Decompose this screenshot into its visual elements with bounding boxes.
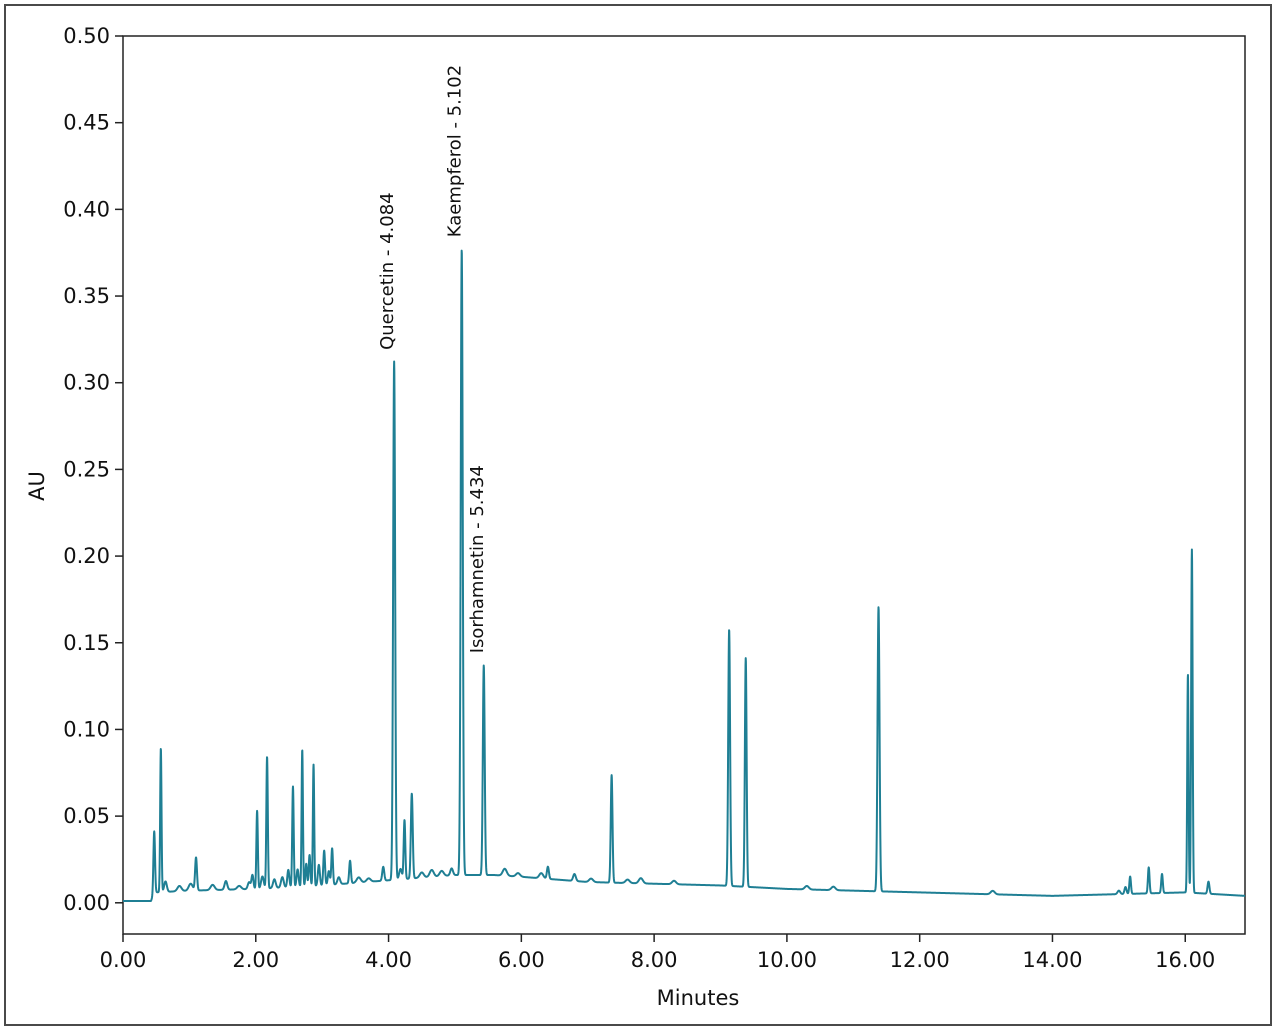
x-tick-label: 8.00: [631, 948, 678, 972]
y-tick-label: 0.40: [63, 197, 110, 221]
y-tick-label: 0.45: [63, 111, 110, 135]
x-tick-label: 2.00: [232, 948, 279, 972]
x-tick-label: 14.00: [1022, 948, 1082, 972]
x-tick-label: 10.00: [757, 948, 817, 972]
y-tick-label: 0.50: [63, 24, 110, 48]
x-tick-label: 6.00: [498, 948, 545, 972]
y-tick-label: 0.25: [63, 457, 110, 481]
peak-label: Isorhamnetin - 5.434: [467, 465, 488, 653]
y-tick-label: 0.00: [63, 891, 110, 915]
chromatogram-trace: [122, 249, 1246, 903]
y-tick-label: 0.30: [63, 371, 110, 395]
y-tick-label: 0.10: [63, 717, 110, 741]
peak-annotations: Quercetin - 4.084 Kaempferol - 5.102 Isorh…: [377, 65, 488, 654]
y-axis-ticks: 0.00 0.05 0.10 0.15 0.20 0.25 0.30 0.35 0.40 0.45…: [63, 24, 123, 915]
y-tick-label: 0.15: [63, 631, 110, 655]
x-tick-label: 4.00: [365, 948, 412, 972]
y-tick-label: 0.35: [63, 284, 110, 308]
peak-label: Quercetin - 4.084: [377, 192, 398, 350]
peak-label: Kaempferol - 5.102: [445, 65, 466, 237]
figure-frame: [4, 4, 1272, 1026]
plot-area-border: [122, 35, 1246, 935]
y-tick-label: 0.20: [63, 544, 110, 568]
x-tick-label: 16.00: [1155, 948, 1215, 972]
x-axis-ticks: 0.00 2.00 4.00 6.00 8.00 10.00 12.00 14.00 16.00: [100, 934, 1215, 972]
x-tick-label: 0.00: [100, 948, 147, 972]
x-axis-title: Minutes: [657, 986, 740, 1010]
y-tick-label: 0.05: [63, 804, 110, 828]
y-axis-title: AU: [25, 471, 49, 501]
x-tick-label: 12.00: [890, 948, 950, 972]
